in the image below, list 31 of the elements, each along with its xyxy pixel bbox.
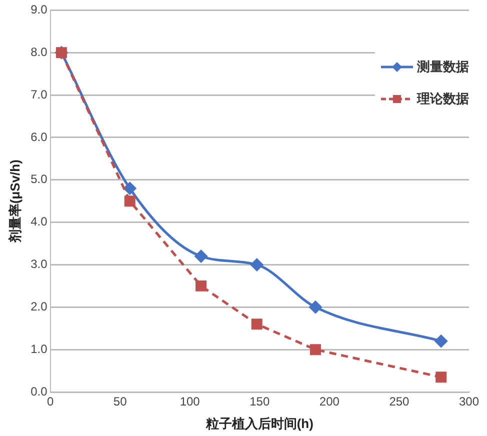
y-tick-label: 4.0 (30, 214, 48, 229)
y-tick-label: 1.0 (30, 342, 48, 356)
x-tick-label: 200 (319, 394, 340, 409)
point (194, 250, 208, 262)
point (310, 344, 321, 356)
y-axis-title: 剂量率(μSv/h) (7, 160, 22, 244)
point (251, 318, 262, 330)
x-tick-label: 250 (389, 394, 410, 409)
x-tick-label: 100 (180, 394, 200, 409)
y-tick-label: 9.0 (30, 2, 48, 17)
point (250, 258, 264, 271)
point (436, 372, 447, 383)
point (124, 196, 136, 207)
y-tick-label: 2.0 (30, 299, 48, 314)
y-tick-label: 6.0 (30, 130, 48, 144)
point (434, 334, 448, 348)
y-tick-label: 8.0 (30, 44, 48, 59)
point (309, 300, 322, 314)
y-tick-label: 7.0 (30, 87, 48, 102)
x-tick-label: 50 (113, 394, 128, 409)
point (124, 182, 136, 195)
x-tick-label: 0 (46, 394, 54, 409)
x-tick-label: 150 (250, 394, 270, 409)
x-axis-title: 粒子植入后时间(h) (204, 416, 314, 431)
legend-label: 理论数据 (417, 91, 469, 108)
x-tick-label: 300 (458, 394, 480, 409)
y-tick-label: 0.0 (30, 384, 48, 398)
y-tick-label: 5.0 (30, 172, 48, 186)
y-tick-label: 3.0 (30, 257, 48, 272)
legend-label: 测量数据 (417, 59, 469, 76)
point (196, 280, 207, 292)
